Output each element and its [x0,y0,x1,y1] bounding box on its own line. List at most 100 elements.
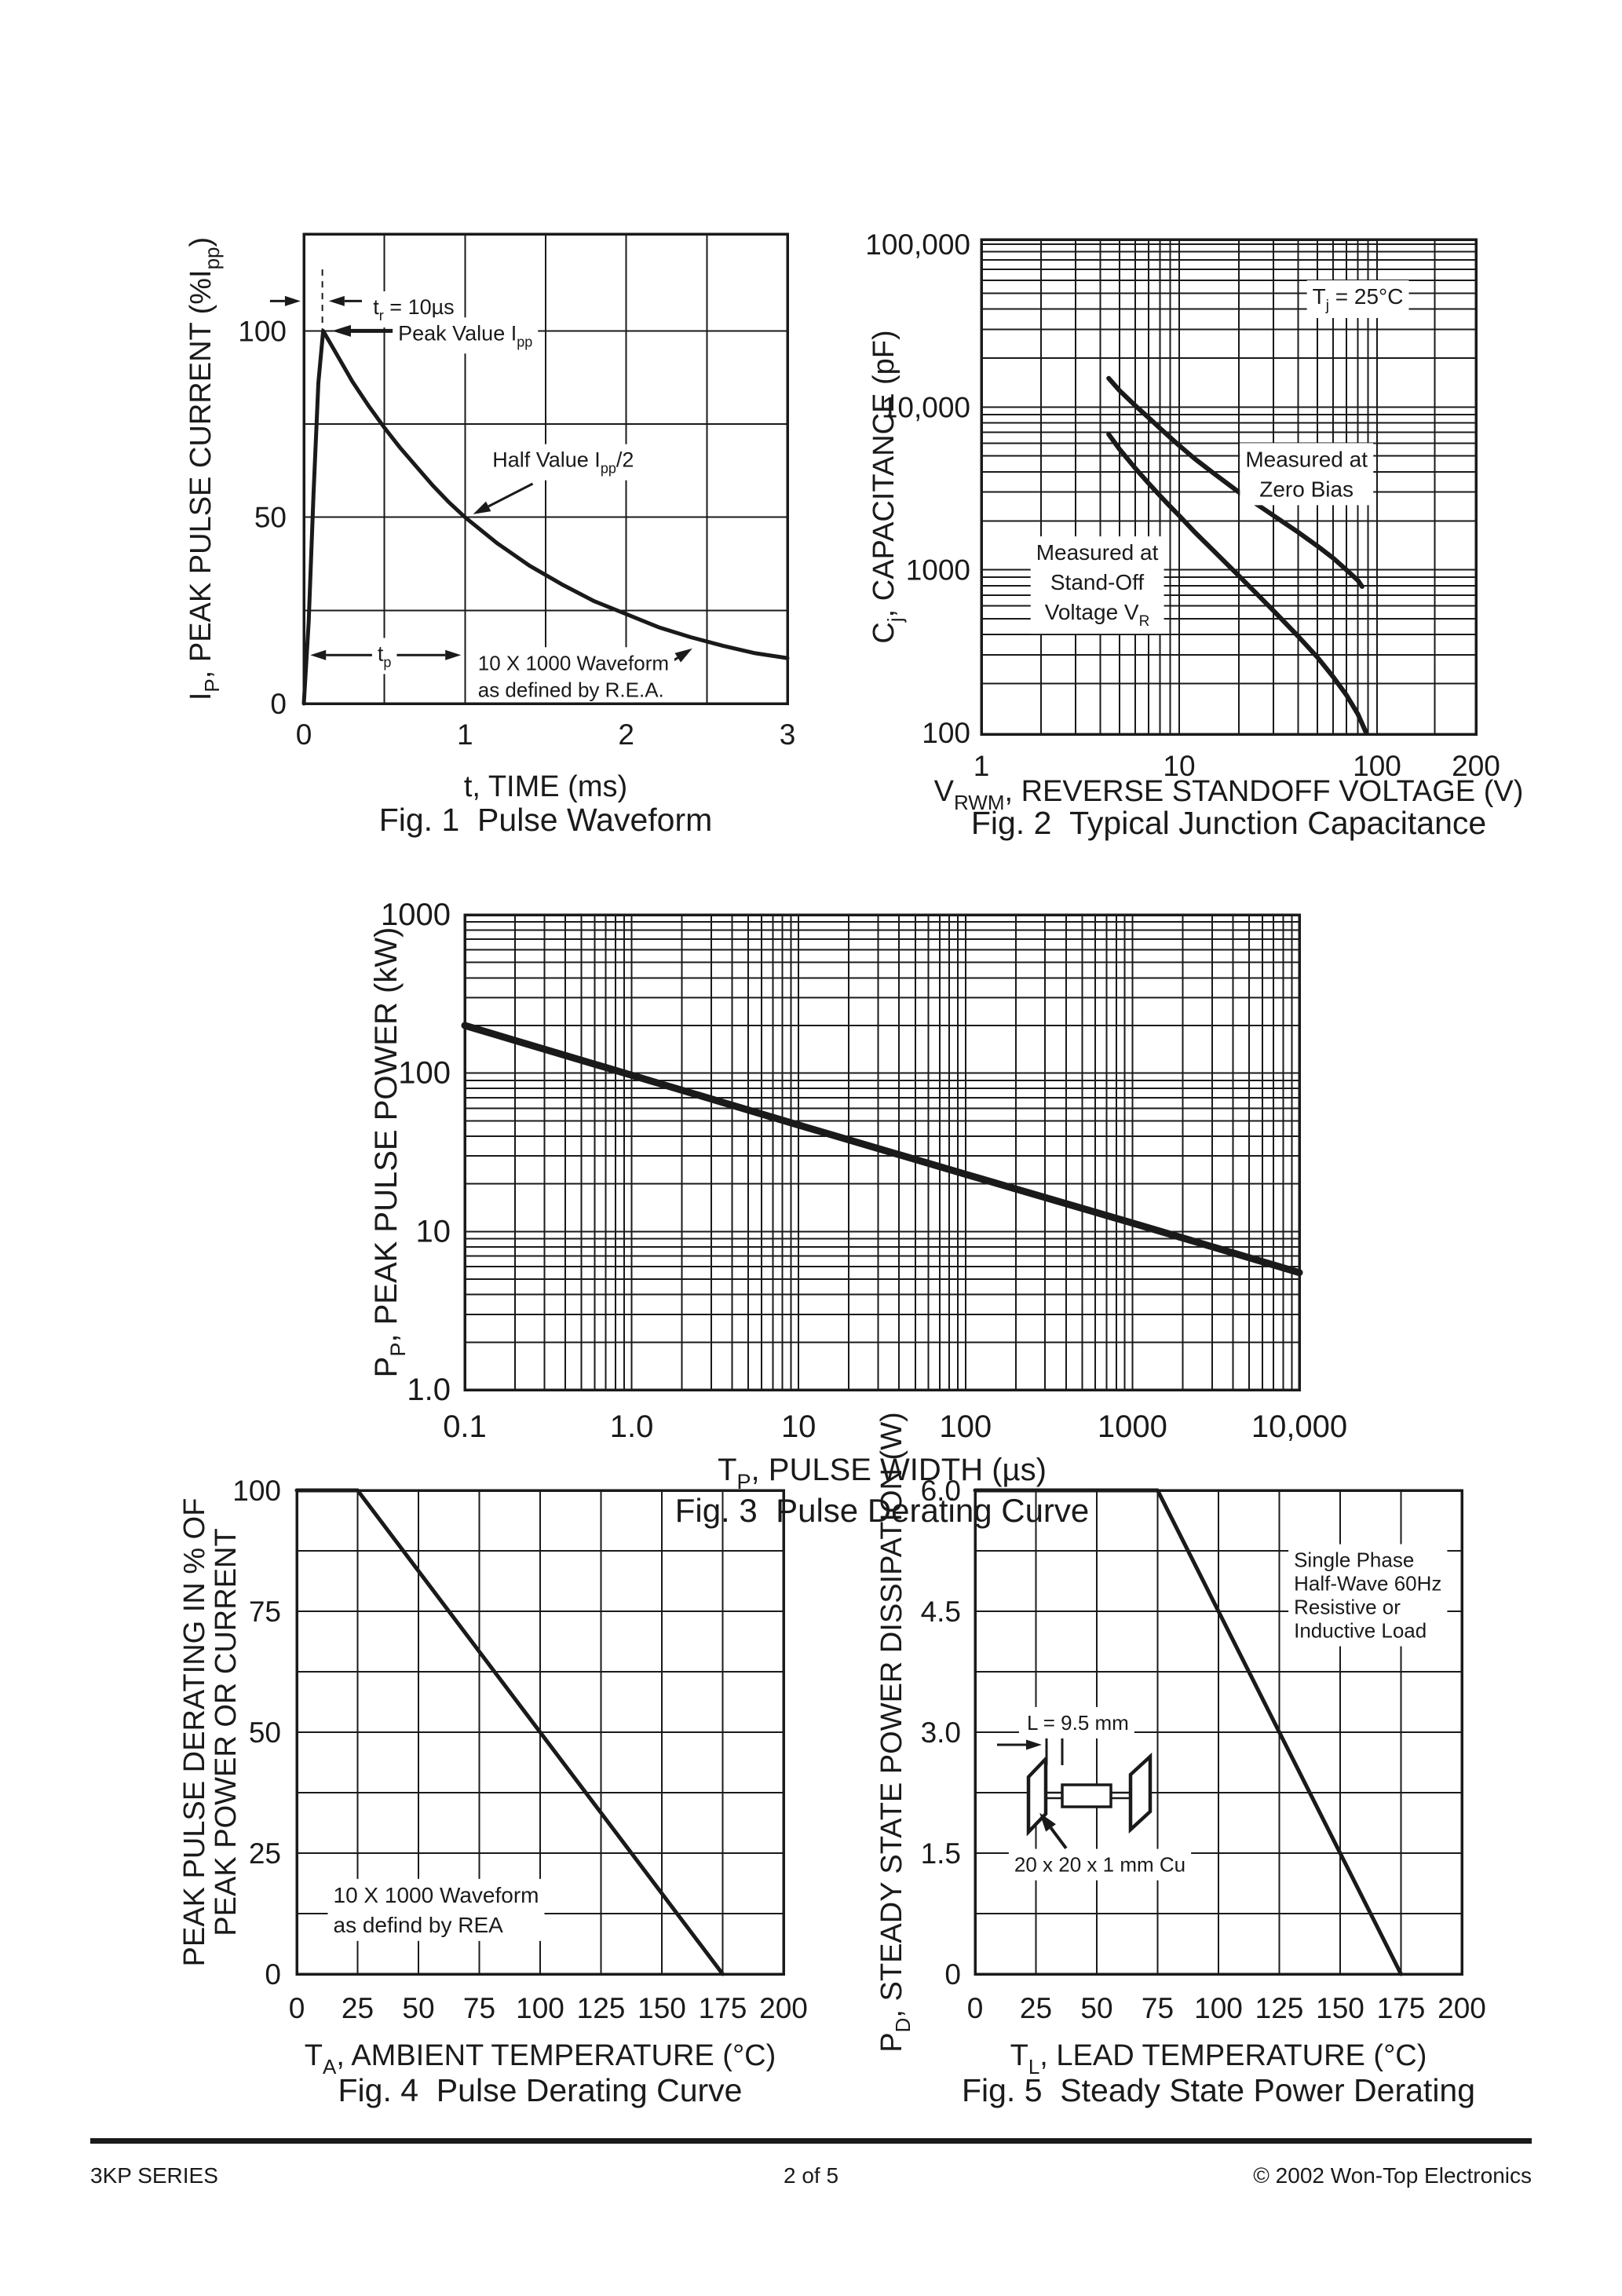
svg-text:Single Phase: Single Phase [1294,1548,1414,1572]
fig5-y-axis-title: PD, STEADY STATE POWER DISSIPATION (W) [875,1412,915,2052]
fig1-x-axis-title: t, TIME (ms) [464,770,627,803]
fig3-frame [463,913,1301,1391]
fig5-y-tick: 4.5 [921,1596,961,1628]
fig5-labels: 0 25 50 75 100 125 150 175 200 0 1.5 3.0 4.5 6.0 TL, L… [875,1412,1486,2108]
fig2-y-tick: 100 [922,717,970,749]
svg-text:as defined by R.E.A.: as defined by R.E.A. [478,678,664,701]
fig5-caption: Fig. 5 Steady State Power Derating [962,2072,1475,2108]
series-peak-pulse-power [461,1022,1303,1277]
fig4-frame [295,1489,785,1976]
annotation-rea-waveform-label: 10 X 1000 Waveform as defind by REA [327,1878,545,1941]
fig3-x-tick: 0.1 [443,1409,487,1444]
annotation-tr-arrow-left [269,295,301,306]
fig3-y-tick: 10 [416,1214,451,1249]
annotation-peak-value-label: Peak Value Ipp [393,317,539,354]
svg-text:Voltage VR: Voltage VR [1045,600,1150,630]
dimension-arrow [997,1739,1042,1750]
fig4-x-tick: 150 [637,1992,686,2024]
fig2-x-tick: 1 [974,750,990,782]
svg-text:as defind by REA: as defind by REA [334,1913,504,1937]
fig5-x-tick: 150 [1316,1992,1364,2024]
fig1-y-tick: 50 [254,502,287,534]
fig4-y-tick: 100 [232,1475,281,1507]
fig1-caption: Fig. 1 Pulse Waveform [379,802,713,838]
fig2-y-tick: 10,000 [882,391,970,423]
fig5-y-tick: 3.0 [921,1717,961,1749]
fig2-x-tick: 200 [1452,750,1500,782]
annotation-cu-pad-label: 20 x 20 x 1 mm Cu [1008,1848,1192,1881]
svg-text:Tj = 25°C: Tj = 25°C [1313,284,1404,314]
fig2-y-axis-title: Cj, CAPACITANCE (pF) [868,330,907,643]
fig4-y-tick: 50 [249,1717,281,1749]
fig5-x-tick: 125 [1255,1992,1304,2024]
annotation-peak-value-arrow [331,324,394,337]
svg-text:Stand-Off: Stand-Off [1050,570,1145,594]
svg-text:Resistive or: Resistive or [1294,1596,1401,1619]
fig2-x-axis-title: VRWM, REVERSE STANDOFF VOLTAGE (V) [934,775,1524,814]
annotation-rea-label: 10 X 1000 Waveform as defined by R.E.A. [472,647,675,706]
fig4-labels: 0 25 50 75 100 125 150 175 200 0 25 50 75 100 TA, AMBI… [178,1475,808,2108]
svg-text:tr = 10µs: tr = 10µs [373,295,454,324]
footer-divider [90,2138,1532,2144]
svg-text:10 X 1000 Waveform: 10 X 1000 Waveform [478,651,669,675]
fig5-x-tick: 25 [1020,1992,1052,2024]
fig5-y-tick: 1.5 [921,1837,961,1870]
fig1-frame [302,232,789,705]
svg-text:Inductive Load: Inductive Load [1294,1619,1427,1643]
fig5-x-tick: 75 [1142,1992,1174,2024]
fig4-x-tick: 100 [516,1992,564,2024]
fig4-y-tick: 75 [249,1596,281,1628]
fig4-x-tick: 50 [402,1992,434,2024]
fig1-x-tick: 0 [296,718,312,751]
fig3-grid [465,915,1299,1390]
svg-text:20 x 20 x 1 mm Cu: 20 x 20 x 1 mm Cu [1014,1853,1185,1877]
fig5-x-tick: 100 [1194,1992,1243,2024]
fig2-y-tick: 1000 [906,554,970,587]
fig5-x-tick: 0 [967,1992,984,2024]
footer-copyright: © 2002 Won-Top Electronics [1253,2163,1532,2188]
fig1-y-axis-title: IP, PEAK PULSE CURRENT (%Ipp) [184,237,224,700]
fig3-y-axis-title: PP, PEAK PULSE POWER (kW) [369,927,410,1378]
annotation-tp-label: tp [371,638,397,675]
fig5-frame [974,1489,1463,1976]
fig1-grid [304,234,787,704]
svg-text:Measured at: Measured at [1245,447,1368,471]
svg-text:Half Value Ipp/2: Half Value Ipp/2 [492,448,634,477]
fig4-x-tick: 175 [699,1992,747,2024]
fig5-x-tick: 175 [1377,1992,1426,2024]
fig4-y-tick: 0 [265,1958,281,1991]
fig5-x-tick: 50 [1080,1992,1112,2024]
fig5-x-tick: 200 [1438,1992,1486,2024]
annotation-zero-bias-label: Measured at Zero Bias [1240,443,1374,506]
annotation-tj-label: Tj = 25°C [1306,280,1409,318]
svg-text:Peak Value Ipp: Peak Value Ipp [398,321,532,349]
fig1-x-tick: 1 [457,718,473,751]
fig3-x-axis-title: TP, PULSE WIDTH (µs) [718,1453,1047,1493]
fig3-y-tick: 1000 [381,898,451,932]
fig2-frame [980,238,1478,736]
svg-text:10 X 1000 Waveform: 10 X 1000 Waveform [334,1883,539,1907]
fig1-y-tick: 100 [238,315,287,347]
fig2-y-tick: 100,000 [865,229,970,261]
annotation-half-value-label: Half Value Ipp/2 [487,444,640,481]
annotation-mounting-diagram [997,1726,1153,1837]
fig5-y-tick: 0 [944,1958,961,1991]
fig2-caption: Fig. 2 Typical Junction Capacitance [971,805,1486,841]
annotation-cu-pad-arrow [1039,1812,1068,1850]
fig4-x-tick: 200 [759,1992,808,2024]
fig5-y-tick: 6.0 [921,1475,961,1507]
fig4-caption: Fig. 4 Pulse Derating Curve [338,2072,742,2108]
fig5-x-axis-title: TL, LEAD TEMPERATURE (°C) [1010,2039,1427,2078]
fig1-x-tick: 3 [780,718,796,751]
fig4-x-tick: 75 [463,1992,495,2024]
fig4-x-tick: 25 [342,1992,374,2024]
fig4-y-axis-title-line2: PEAK POWER OR CURRENT [210,1528,243,1936]
fig4-x-tick: 125 [577,1992,626,2024]
annotation-standoff-label: Measured at Stand-Off Voltage VR [1030,536,1164,634]
svg-text:Measured at: Measured at [1036,540,1159,565]
